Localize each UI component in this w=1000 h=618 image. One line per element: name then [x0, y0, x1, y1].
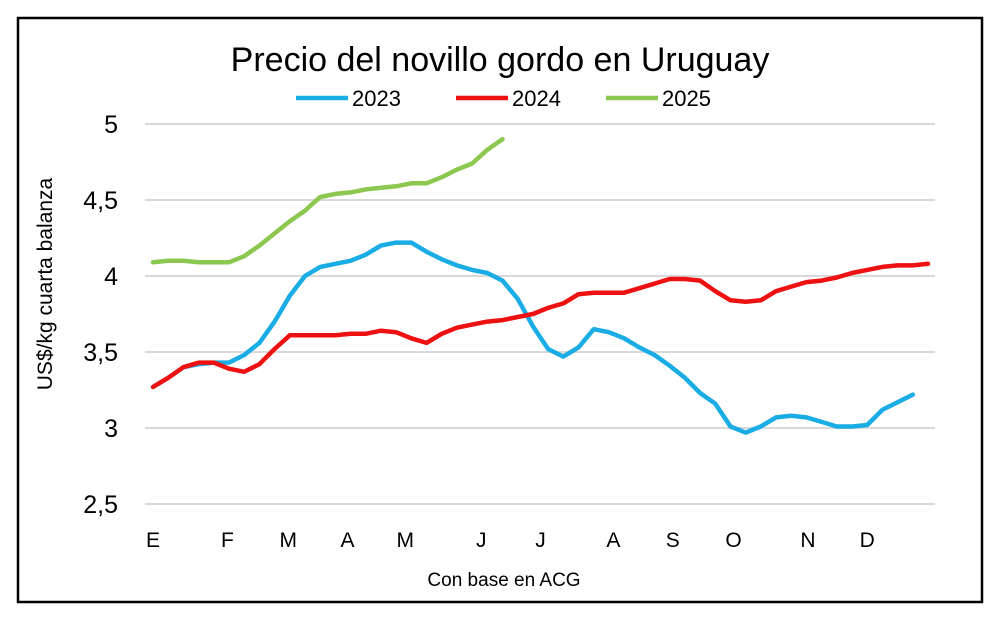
series-lines [150, 136, 931, 435]
chart-title: Precio del novillo gordo en Uruguay [231, 41, 770, 79]
y-tick-label: 3 [104, 415, 118, 443]
legend-label: 2025 [662, 86, 711, 111]
y-tick-label: 5 [104, 111, 118, 139]
y-tick-label: 2,5 [83, 491, 118, 519]
legend-label: 2024 [512, 86, 561, 111]
gridlines [145, 123, 935, 505]
y-tick-labels: 2,5 3 3,5 4 4,5 5 [83, 111, 118, 519]
x-tick-label: M [397, 529, 415, 552]
y-axis-label: US$/kg cuarta balanza [34, 177, 57, 390]
chart-frame [16, 16, 984, 604]
series-line-2023 [150, 240, 916, 435]
y-tick-label: 4,5 [83, 187, 118, 215]
x-tick-label: A [341, 529, 355, 552]
x-tick-label: J [535, 529, 546, 552]
x-tick-label: N [800, 529, 815, 552]
legend-item-2023: 2023 [296, 86, 401, 111]
x-axis-label: Con base en ACG [427, 570, 580, 591]
x-tick-label: J [476, 529, 487, 552]
x-tick-label: D [860, 529, 875, 552]
series-line-2024 [150, 261, 931, 390]
legend-label: 2023 [352, 86, 401, 111]
x-tick-label: S [666, 529, 680, 552]
legend-item-2025: 2025 [606, 86, 711, 111]
x-tick-label: A [606, 529, 620, 552]
x-tick-label: M [279, 529, 297, 552]
x-tick-label: O [725, 529, 741, 552]
legend-item-2024: 2024 [456, 86, 561, 111]
y-tick-label: 3,5 [83, 339, 118, 367]
series-line-2025 [150, 136, 505, 265]
x-tick-label: F [221, 529, 234, 552]
y-tick-label: 4 [104, 263, 118, 291]
legend: 2023 2024 2025 [296, 86, 711, 111]
x-tick-label: E [146, 529, 160, 552]
